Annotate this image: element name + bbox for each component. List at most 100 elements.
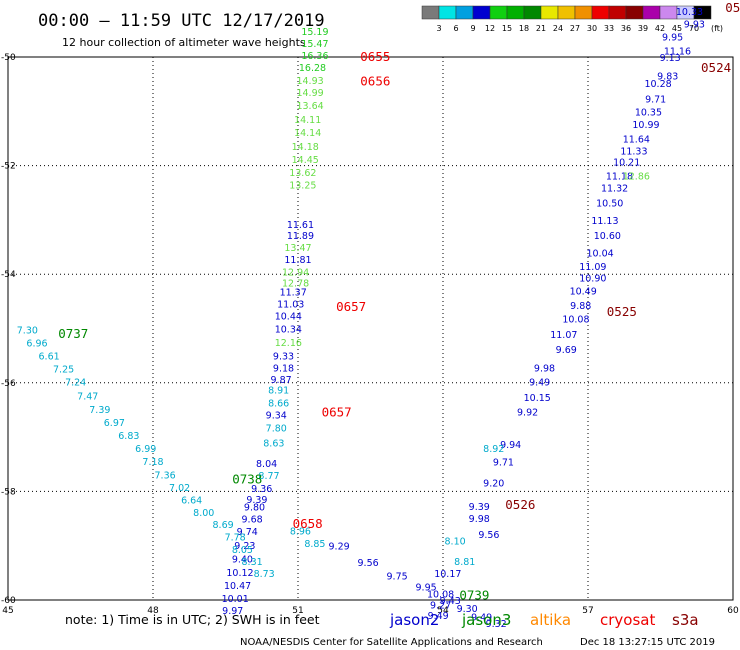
swh-point: 10.99 xyxy=(632,120,659,131)
swh-point: 9.56 xyxy=(478,530,499,541)
swh-point: 8.63 xyxy=(263,439,284,450)
swh-point: 11.16 xyxy=(664,46,691,57)
colorbar-swatch xyxy=(591,5,610,20)
colorbar-label: 45 xyxy=(672,24,682,33)
swh-point: 9.71 xyxy=(645,94,666,105)
swh-point: 9.43 xyxy=(440,596,461,607)
swh-point: 9.95 xyxy=(416,582,437,593)
y-tick-label: -50 xyxy=(1,53,16,63)
swh-point: 8.69 xyxy=(213,520,234,531)
swh-point: 10.50 xyxy=(596,199,623,210)
swh-point: 10.35 xyxy=(635,107,662,118)
swh-point: 9.40 xyxy=(232,555,253,566)
swh-point: 7.30 xyxy=(17,326,38,337)
swh-point: 7.25 xyxy=(53,365,74,376)
colorbar-label: 27 xyxy=(570,24,580,33)
x-tick-label: 48 xyxy=(147,606,159,616)
swh-point: 8.92 xyxy=(483,444,504,455)
swh-point: 11.07 xyxy=(550,330,577,341)
swh-point: 8.66 xyxy=(268,398,289,409)
swh-point: 7.36 xyxy=(155,471,176,482)
swh-point: 9.83 xyxy=(657,71,678,82)
pass-time-label: 0526 xyxy=(505,497,535,512)
colorbar-label: 3 xyxy=(436,24,441,33)
swh-point: 11.03 xyxy=(277,300,304,311)
swh-point: 11.64 xyxy=(623,134,650,145)
swh-point: 8.05 xyxy=(232,545,253,556)
swh-point: 9.29 xyxy=(329,542,350,553)
y-tick-label: -52 xyxy=(1,162,16,172)
swh-point: 8.85 xyxy=(304,539,325,550)
swh-point: 9.98 xyxy=(534,364,555,375)
swh-point: 9.49 xyxy=(471,612,492,623)
swh-point: 9.20 xyxy=(483,479,504,490)
swh-point: 10.90 xyxy=(579,273,606,284)
swh-point: 9.49 xyxy=(428,611,449,622)
pass-time-label: 0523 xyxy=(725,0,740,15)
swh-point: 9.33 xyxy=(273,352,294,363)
swh-point: 14.45 xyxy=(292,155,319,166)
swh-point: 8.04 xyxy=(256,459,277,470)
footer-timestamp: Dec 18 13:27:15 UTC 2019 xyxy=(580,637,715,648)
swh-point: 9.27 xyxy=(430,600,451,611)
swh-point: 16.36 xyxy=(301,51,328,62)
swh-point: 10.01 xyxy=(222,594,249,605)
colorbar-label: 9 xyxy=(470,24,475,33)
swh-point: 7.02 xyxy=(169,483,190,494)
colorbar-label: 30 xyxy=(587,24,597,33)
swh-point: 14.93 xyxy=(296,76,323,87)
y-tick-label: -58 xyxy=(1,487,16,497)
pass-labels: 0655 0656 0657 0657 0658 0737 0738 0739 0526 0525… xyxy=(58,0,740,603)
swh-point: 12.94 xyxy=(282,267,309,278)
colorbar-swatch xyxy=(608,5,627,20)
swh-point: 8.31 xyxy=(242,557,263,568)
data-points: 11.6111.8911.8111.3711.0310.4410.349.339… xyxy=(17,7,705,630)
colorbar-label: 70 xyxy=(689,24,699,33)
colorbar-label: 18 xyxy=(519,24,529,33)
swh-point: 15.19 xyxy=(301,27,328,38)
swh-point: 10.21 xyxy=(613,157,640,168)
swh-point: 11.37 xyxy=(280,288,307,299)
x-tick-label: 57 xyxy=(582,606,593,616)
swh-point: 8.73 xyxy=(254,569,275,580)
swh-point: 10.44 xyxy=(275,311,302,322)
swh-point: 10.08 xyxy=(427,589,454,600)
swh-point: 9.36 xyxy=(251,484,272,495)
swh-point: 14.99 xyxy=(296,88,323,99)
swh-point: 6.97 xyxy=(104,418,125,429)
legend-jason3: jason3 xyxy=(461,611,511,629)
plot-frame xyxy=(7,56,734,601)
legend-note: note: 1) Time is in UTC; 2) SWH is in fe… xyxy=(65,612,320,627)
pass-time-label: 0657 xyxy=(336,299,366,314)
swh-point: 9.75 xyxy=(387,572,408,583)
pass-time-label: 0737 xyxy=(58,326,88,341)
swh-point: 9.87 xyxy=(271,375,292,386)
swh-point: 8.96 xyxy=(290,526,311,537)
colorbar-swatch xyxy=(659,5,678,20)
pass-time-label: 0658 xyxy=(293,516,323,531)
swh-point: 11.18 xyxy=(606,171,633,182)
colorbar-label: 12 xyxy=(485,24,495,33)
swh-point: 6.61 xyxy=(39,352,60,363)
swh-point: 13.64 xyxy=(296,101,323,112)
colorbar-swatch xyxy=(540,5,559,20)
swh-point: 9.68 xyxy=(242,515,263,526)
swh-point: 14.11 xyxy=(294,115,321,126)
axis-ticks: 45 48 51 54 57 60 -50 -52 -54 -56 -58 -60 xyxy=(1,53,739,616)
legend-jason2: jason2 xyxy=(389,611,439,629)
chart-title: 00:00 – 11:59 UTC 12/17/2019 xyxy=(38,11,325,31)
swh-point: 9.80 xyxy=(244,503,265,514)
swh-point: 6.96 xyxy=(26,339,47,350)
colorbar-swatch xyxy=(693,5,712,20)
pass-time-label: 0656 xyxy=(360,73,390,88)
swh-point: 9.18 xyxy=(273,364,294,375)
pass-time-label: 0524 xyxy=(701,60,731,75)
y-tick-label: -56 xyxy=(1,379,16,389)
swh-point: 11.33 xyxy=(620,146,647,157)
colorbar-swatch xyxy=(506,5,525,20)
swh-point: 8.77 xyxy=(258,471,279,482)
colorbar-swatch xyxy=(523,5,542,20)
y-tick-label: -60 xyxy=(1,596,16,606)
grid xyxy=(8,57,733,600)
